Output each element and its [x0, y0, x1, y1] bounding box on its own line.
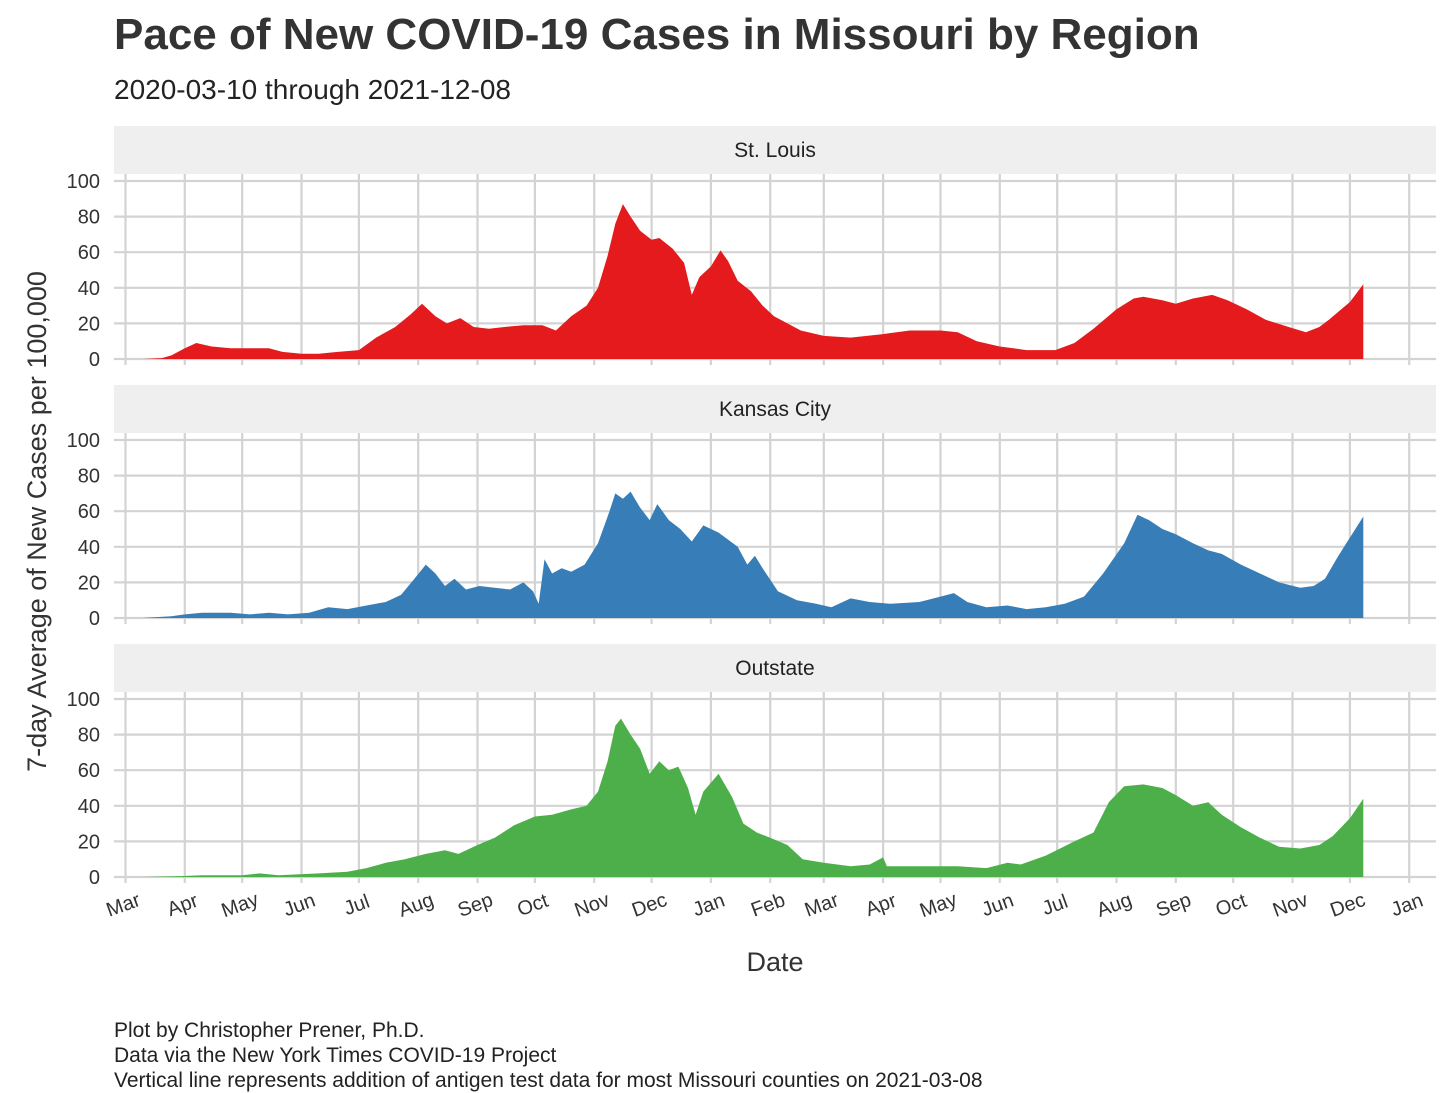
series-area [142, 204, 1364, 359]
y-tick-label: 0 [89, 867, 100, 889]
panel: Outstate 0 20 40 60 80 100 [67, 644, 1436, 889]
x-tick-label: Sep [455, 889, 496, 922]
y-tick-label: 20 [78, 831, 100, 853]
x-tick-label: Jul [1039, 891, 1071, 920]
y-tick-label: 80 [78, 207, 100, 229]
y-tick-label: 40 [78, 537, 100, 559]
panel-strip-label: St. Louis [734, 139, 816, 162]
chart-title: Pace of New COVID-19 Cases in Missouri b… [114, 10, 1200, 59]
x-tick-label: Aug [396, 889, 437, 922]
y-tick-label: 100 [67, 430, 100, 452]
caption-line: Data via the New York Times COVID-19 Pro… [114, 1044, 557, 1067]
x-tick-label: May [917, 889, 960, 923]
x-tick-label: Feb [748, 889, 788, 921]
y-tick-label: 60 [78, 760, 100, 782]
panel-strip [114, 126, 1436, 174]
caption-line: Plot by Christopher Prener, Ph.D. [114, 1019, 425, 1042]
panel-strip [114, 644, 1436, 692]
x-tick-label: Nov [1270, 889, 1311, 922]
panel: Kansas City 0 20 40 60 80 100 [67, 385, 1436, 630]
x-tick-label: Mar [802, 889, 842, 922]
panel-strip-label: Outstate [735, 657, 814, 680]
x-tick-label: Nov [572, 889, 613, 922]
caption-line: Vertical line represents addition of ant… [114, 1069, 983, 1092]
y-tick-label: 40 [78, 278, 100, 300]
y-tick-label: 100 [67, 689, 100, 711]
y-tick-label: 20 [78, 313, 100, 335]
caption-block: Plot by Christopher Prener, Ph.D. Data v… [114, 1018, 983, 1093]
y-tick-label: 80 [78, 725, 100, 747]
x-tick-label: Jul [341, 891, 373, 920]
faceted-area-chart: St. Louis 0 20 40 60 80 100 Kansas City 0 20 40 60 8… [22, 126, 1436, 977]
y-tick-label: 80 [78, 466, 100, 488]
x-tick-label: Apr [164, 890, 201, 921]
x-tick-label: Apr [863, 890, 900, 921]
x-tick-label: Sep [1153, 889, 1194, 922]
series-area [142, 491, 1364, 618]
x-axis-title: Date [746, 947, 803, 977]
y-tick-label: 0 [89, 608, 100, 630]
y-tick-label: 0 [89, 349, 100, 371]
panel-strip [114, 385, 1436, 433]
x-tick-label: Jun [979, 890, 1017, 922]
y-tick-label: 60 [78, 242, 100, 264]
y-tick-label: 60 [78, 501, 100, 523]
y-axis-title: 7-day Average of New Cases per 100,000 [22, 271, 52, 772]
y-tick-label: 40 [78, 796, 100, 818]
y-tick-label: 20 [78, 572, 100, 594]
x-tick-label: Dec [629, 889, 670, 922]
x-tick-label: Jun [281, 890, 319, 922]
panel-strip-label: Kansas City [719, 398, 832, 421]
x-tick-label: Oct [514, 890, 551, 921]
x-tick-label: Jan [1388, 890, 1426, 922]
x-tick-label: Dec [1327, 889, 1368, 922]
x-tick-label: May [219, 889, 262, 923]
panel: St. Louis 0 20 40 60 80 100 [67, 126, 1436, 371]
x-tick-label: Jan [690, 890, 728, 922]
x-tick-label: Oct [1213, 890, 1250, 921]
x-tick-label: Mar [103, 889, 143, 922]
chart-subtitle: 2020-03-10 through 2021-12-08 [114, 74, 511, 105]
series-area [142, 718, 1364, 877]
y-tick-label: 100 [67, 171, 100, 193]
x-tick-label: Aug [1094, 889, 1135, 922]
